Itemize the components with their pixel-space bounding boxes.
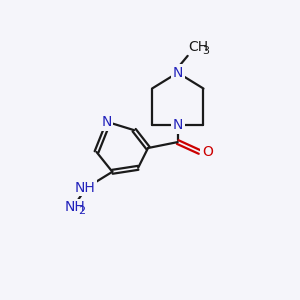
Text: N: N [172, 118, 183, 132]
Text: CH: CH [189, 40, 209, 54]
Text: O: O [202, 145, 213, 159]
Text: 2: 2 [78, 206, 85, 216]
Text: 3: 3 [202, 46, 209, 56]
Text: N: N [101, 115, 112, 129]
Text: NH: NH [74, 181, 95, 195]
Text: N: N [172, 66, 183, 80]
Text: NH: NH [65, 200, 85, 214]
